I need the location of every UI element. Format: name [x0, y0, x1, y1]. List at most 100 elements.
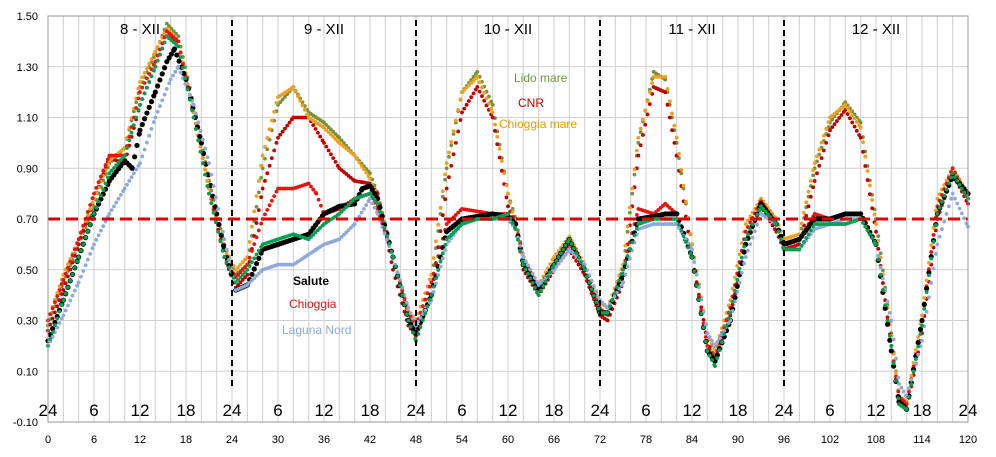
- x-tick-label: 90: [732, 434, 744, 446]
- data-point: [85, 257, 90, 262]
- data-point: [449, 143, 454, 148]
- data-point: [423, 311, 428, 316]
- data-point: [811, 173, 816, 178]
- data-point: [116, 196, 121, 201]
- data-point: [572, 246, 576, 251]
- data-point: [256, 208, 261, 213]
- data-point: [471, 91, 476, 96]
- data-point: [76, 237, 81, 242]
- data-point: [138, 161, 142, 166]
- data-point: [153, 115, 158, 120]
- data-point: [694, 272, 699, 277]
- data-point: [748, 227, 753, 232]
- y-tick-label: 0.10: [17, 366, 38, 378]
- data-point: [743, 237, 748, 242]
- data-point: [882, 305, 888, 311]
- data-point: [876, 238, 881, 243]
- data-point: [416, 332, 421, 336]
- data-point: [227, 265, 231, 270]
- data-point: [140, 97, 145, 102]
- data-point: [247, 264, 252, 268]
- x-tick-label: 72: [594, 434, 606, 446]
- data-point: [638, 126, 643, 131]
- data-point: [559, 258, 563, 263]
- data-point: [352, 201, 358, 207]
- data-point: [848, 116, 852, 121]
- data-point: [891, 363, 897, 369]
- data-point: [904, 407, 909, 412]
- data-point: [561, 247, 566, 252]
- data-point: [146, 104, 152, 110]
- data-point: [918, 332, 923, 336]
- data-point: [55, 294, 60, 299]
- data-point: [185, 87, 190, 91]
- data-point: [96, 233, 101, 238]
- data-point: [109, 208, 114, 213]
- data-point: [530, 281, 535, 285]
- data-point: [874, 222, 878, 226]
- data-point: [776, 229, 781, 234]
- data-point: [909, 382, 914, 387]
- data-point: [263, 212, 267, 217]
- data-point: [122, 186, 127, 191]
- day-labels: 8 - XII 9 - XII 10 - XII 11 - XII 12 - XII: [120, 21, 900, 38]
- data-point: [265, 147, 270, 152]
- data-point: [504, 195, 509, 200]
- data-point: [260, 217, 265, 221]
- data-point: [641, 133, 645, 137]
- data-point: [190, 108, 195, 113]
- data-point: [802, 239, 806, 244]
- data-point: [436, 222, 441, 227]
- data-point: [168, 77, 173, 82]
- data-point: [103, 181, 108, 186]
- data-point: [521, 255, 526, 259]
- data-point: [737, 280, 742, 285]
- data-point: [254, 194, 259, 199]
- data-point: [176, 64, 181, 69]
- data-point: [222, 255, 227, 259]
- data-point: [550, 257, 555, 262]
- data-point: [59, 282, 64, 286]
- data-point: [933, 252, 938, 256]
- data-point: [151, 52, 156, 57]
- data-point: [83, 263, 88, 268]
- data-point: [663, 90, 668, 95]
- data-point: [539, 288, 543, 293]
- data-point: [429, 293, 434, 298]
- data-point: [333, 160, 338, 164]
- x-tick-label: 60: [502, 434, 514, 446]
- data-point: [247, 255, 252, 260]
- data-point: [636, 153, 641, 158]
- data-point: [88, 206, 93, 211]
- data-point: [443, 172, 448, 177]
- data-point: [144, 110, 150, 116]
- data-point: [142, 116, 148, 122]
- data-point: [950, 191, 955, 196]
- data-point: [352, 153, 357, 158]
- data-point: [484, 96, 489, 101]
- data-point: [933, 208, 938, 213]
- data-point: [899, 385, 904, 390]
- data-point: [247, 239, 252, 244]
- data-point: [812, 179, 817, 183]
- data-point: [516, 237, 520, 242]
- data-point: [191, 115, 196, 120]
- data-point: [495, 142, 500, 147]
- data-point: [209, 201, 214, 206]
- data-point: [589, 287, 594, 292]
- data-point: [567, 237, 572, 242]
- data-point: [894, 356, 898, 361]
- data-point: [112, 166, 116, 170]
- data-point: [438, 205, 443, 210]
- data-point: [703, 322, 708, 327]
- data-point: [263, 179, 267, 183]
- data-point: [625, 254, 630, 258]
- data-point: [63, 271, 68, 276]
- data-point: [665, 87, 670, 91]
- data-point: [885, 315, 890, 320]
- data-point: [57, 321, 62, 325]
- data-point: [679, 228, 684, 233]
- data-point: [447, 150, 451, 155]
- data-point: [916, 344, 921, 349]
- data-point: [66, 262, 70, 267]
